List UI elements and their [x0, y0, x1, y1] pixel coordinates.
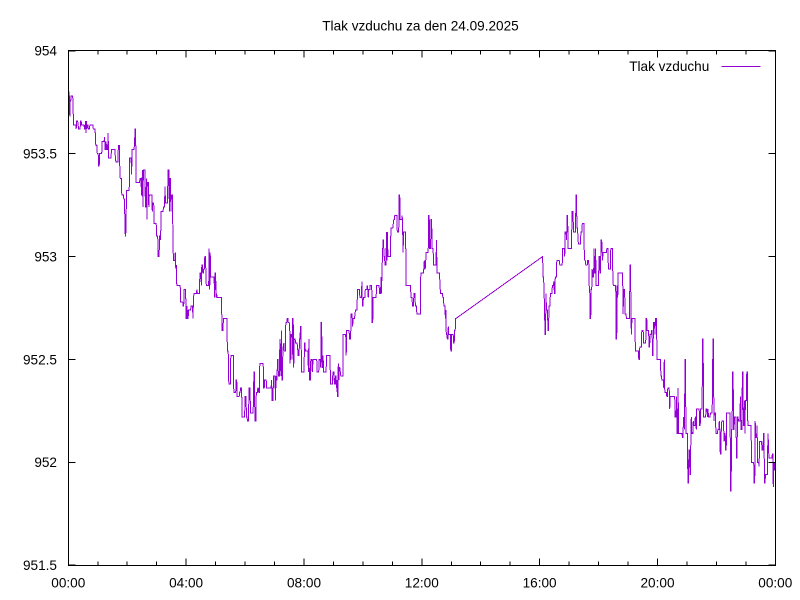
svg-text:951.5: 951.5: [23, 558, 57, 573]
svg-text:Tlak vzduchu: Tlak vzduchu: [629, 59, 709, 74]
svg-text:04:00: 04:00: [169, 575, 203, 590]
svg-text:20:00: 20:00: [640, 575, 674, 590]
svg-text:00:00: 00:00: [758, 575, 792, 590]
svg-text:Tlak vzduchu za den 24.09.2025: Tlak vzduchu za den 24.09.2025: [322, 19, 519, 34]
svg-text:953.5: 953.5: [23, 147, 57, 162]
svg-text:954: 954: [34, 44, 57, 59]
svg-text:16:00: 16:00: [523, 575, 557, 590]
svg-text:953: 953: [34, 250, 57, 265]
svg-text:00:00: 00:00: [51, 575, 85, 590]
svg-text:952: 952: [34, 455, 57, 470]
svg-text:08:00: 08:00: [287, 575, 321, 590]
svg-text:12:00: 12:00: [405, 575, 439, 590]
svg-text:952.5: 952.5: [23, 352, 57, 367]
